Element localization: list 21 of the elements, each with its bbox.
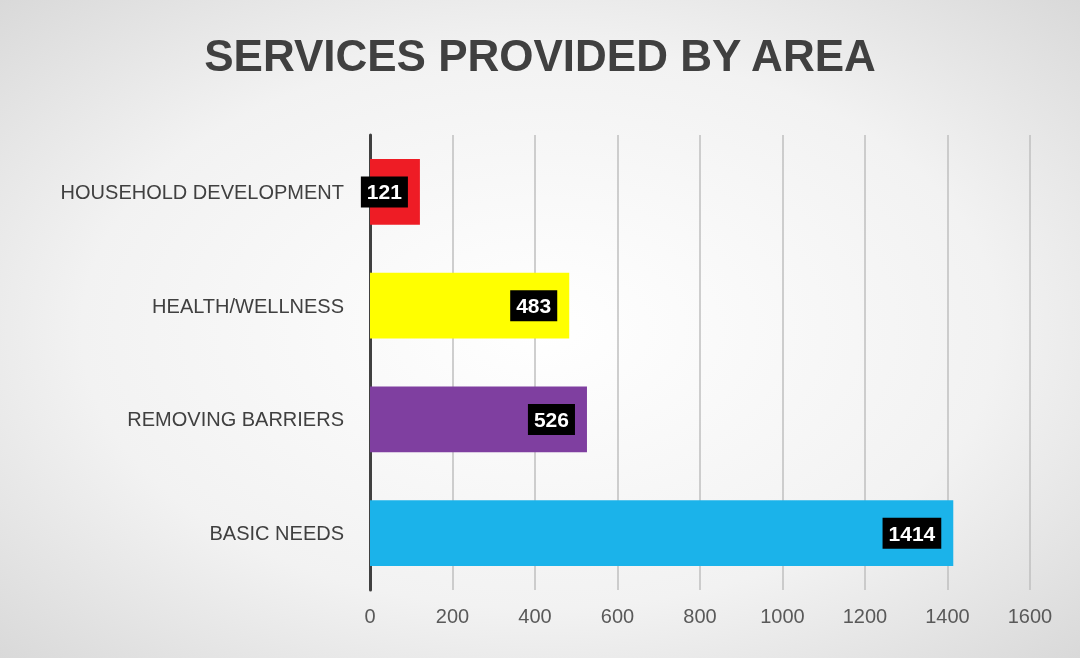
x-tick-label: 200 [435,605,470,627]
x-tick-label: 1200 [842,605,888,627]
x-tick-label: 1400 [925,605,970,627]
data-label: 526 [533,407,569,431]
x-tick-label: 1600 [1007,605,1053,627]
bar [370,386,587,453]
bar [370,500,954,567]
x-tick-label: 1000 [760,605,805,627]
x-tick-label: 0 [364,605,376,627]
chart-title: SERVICES PROVIDED BY AREA [204,30,876,80]
y-tick-label: REMOVING BARRIERS [127,408,344,431]
y-tick-label: BASIC NEEDS [209,522,344,545]
x-tick-label: 600 [600,605,635,627]
data-label: 1414 [888,521,936,545]
x-tick-label: 800 [683,605,717,627]
data-label: 483 [516,294,552,318]
bar [370,272,570,339]
y-tick-label: HOUSEHOLD DEVELOPMENT [60,180,344,203]
x-tick-label: 400 [518,605,552,627]
data-label: 121 [366,180,403,204]
y-tick-label: HEALTH/WELLNESS [152,294,344,317]
